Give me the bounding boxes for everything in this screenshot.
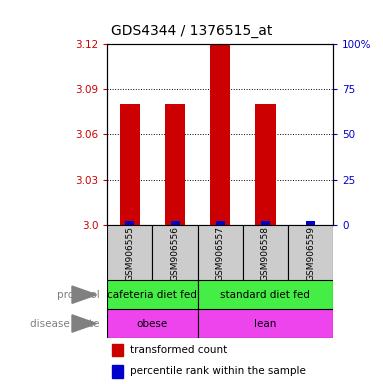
Bar — [198, 280, 333, 309]
Text: standard diet fed: standard diet fed — [221, 290, 310, 300]
Text: GDS4344 / 1376515_at: GDS4344 / 1376515_at — [111, 25, 272, 38]
Text: GSM906558: GSM906558 — [261, 226, 270, 281]
Bar — [107, 225, 152, 280]
Text: transformed count: transformed count — [130, 345, 227, 355]
Bar — [210, 44, 231, 225]
Bar — [243, 225, 288, 280]
Text: GSM906557: GSM906557 — [216, 226, 225, 281]
Text: cafeteria diet fed: cafeteria diet fed — [108, 290, 197, 300]
Text: GSM906555: GSM906555 — [125, 226, 134, 281]
Bar — [112, 344, 123, 356]
Text: GSM906559: GSM906559 — [306, 226, 315, 281]
Polygon shape — [72, 286, 97, 303]
Bar — [107, 309, 198, 338]
Bar — [198, 225, 243, 280]
Polygon shape — [72, 315, 97, 332]
Text: obese: obese — [137, 318, 168, 329]
Bar — [165, 104, 185, 225]
Text: protocol: protocol — [57, 290, 100, 300]
Bar — [107, 280, 198, 309]
Text: disease state: disease state — [30, 318, 100, 329]
Bar — [119, 104, 140, 225]
Bar — [112, 365, 123, 378]
Text: percentile rank within the sample: percentile rank within the sample — [130, 366, 306, 376]
Bar — [261, 221, 270, 225]
Bar — [125, 221, 134, 225]
Bar — [255, 104, 276, 225]
Bar — [170, 221, 180, 225]
Bar — [152, 225, 198, 280]
Bar — [216, 221, 225, 225]
Text: GSM906556: GSM906556 — [170, 226, 180, 281]
Bar — [306, 221, 315, 225]
Text: lean: lean — [254, 318, 277, 329]
Bar — [198, 309, 333, 338]
Bar — [288, 225, 333, 280]
